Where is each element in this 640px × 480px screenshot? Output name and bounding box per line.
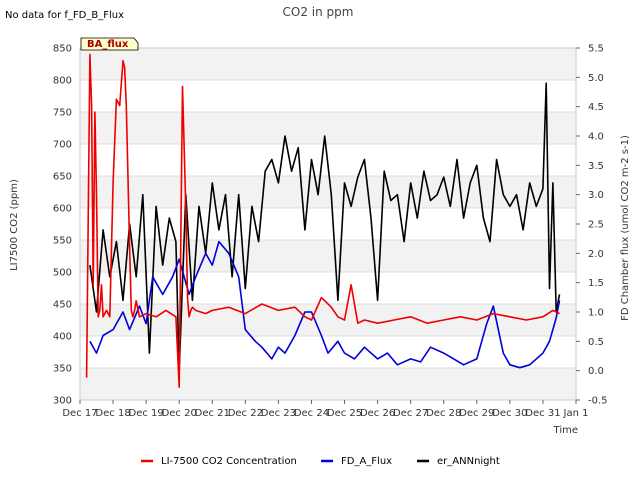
y-axis-title: LI7500 CO2 (ppm) [9,179,20,271]
y2-tick-label: 4.0 [588,132,604,143]
x-tick-label: Dec 23 [261,408,296,419]
chart-title: CO2 in ppm [283,5,354,19]
y2-tick-label: 1.0 [588,308,604,319]
y2-tick-label: 5.5 [588,44,604,55]
y2-tick-label: 3.0 [588,190,604,201]
x-axis-title: Time [553,425,578,436]
y-tick-label: 550 [53,236,72,247]
y2-tick-label: 0.0 [588,366,604,377]
badge-label: BA_flux [87,39,129,50]
y-axis-right: -0.5 0.0 0.5 1.0 1.5 2.0 2.5 3.0 3.5 4.0 4.5 5.0 5.5 [576,44,608,407]
y2-tick-label: 2.5 [588,220,604,231]
y2-tick-label: 5.0 [588,73,604,84]
y2-axis-title: FD Chamber flux (umol CO2 m-2 s-1) [620,135,631,321]
plot-band [80,112,576,144]
plot-band [80,304,576,336]
y-tick-label: 300 [53,396,72,407]
x-tick-label: Dec 25 [327,408,362,419]
y-tick-label: 800 [53,76,72,87]
x-tick-label: Dec 26 [360,408,395,419]
y2-tick-label: 2.0 [588,249,604,260]
series-line-er-annnight [89,82,561,372]
legend: LI-7500 CO2 Concentration FD_A_Flux er_ANN… [141,456,500,467]
y2-tick-label: -0.5 [588,396,608,407]
x-tick-label: Dec 24 [294,408,329,419]
x-tick-label: Dec 21 [195,408,230,419]
series-line-li-7500-co2-concentration [85,53,560,389]
y2-tick-label: 0.5 [588,337,604,348]
x-tick-label: Jan 1 [563,408,589,419]
y-axis-left: 300 350 400 450 500 550 600 650 700 750 800 850 [53,44,72,407]
x-tick-label: Dec 17 [62,408,97,419]
x-tick-label: Dec 18 [95,408,130,419]
y-tick-label: 600 [53,204,72,215]
x-tick-label: Dec 29 [459,408,494,419]
series-line-fd-a-flux [89,240,561,369]
y-tick-label: 500 [53,268,72,279]
y-tick-label: 450 [53,300,72,311]
y2-tick-label: 4.5 [588,102,604,113]
legend-label: er_ANNnight [437,456,500,467]
plot-band [80,48,576,80]
x-tick-label: Dec 30 [492,408,527,419]
plot-band [80,176,576,208]
y-tick-label: 650 [53,172,72,183]
x-tick-label: Dec 20 [162,408,197,419]
y2-tick-label: 3.5 [588,161,604,172]
y-tick-label: 400 [53,332,72,343]
x-tick-label: Dec 28 [426,408,461,419]
x-tick-label: Dec 31 [525,408,560,419]
x-tick-label: Dec 22 [228,408,263,419]
y-tick-label: 750 [53,108,72,119]
series-layer [85,53,561,389]
plot-band [80,368,576,400]
x-tick-label: Dec 19 [129,408,164,419]
legend-label: FD_A_Flux [341,456,392,467]
y-tick-label: 700 [53,140,72,151]
x-tick-label: Dec 27 [393,408,428,419]
no-data-note: No data for f_FD_B_Flux [5,10,124,21]
y-tick-label: 350 [53,364,72,375]
ba-flux-badge: BA_flux [80,37,139,51]
plot-band [80,240,576,272]
y2-tick-label: 1.5 [588,278,604,289]
y-tick-label: 850 [53,44,72,55]
legend-label: LI-7500 CO2 Concentration [161,456,297,467]
